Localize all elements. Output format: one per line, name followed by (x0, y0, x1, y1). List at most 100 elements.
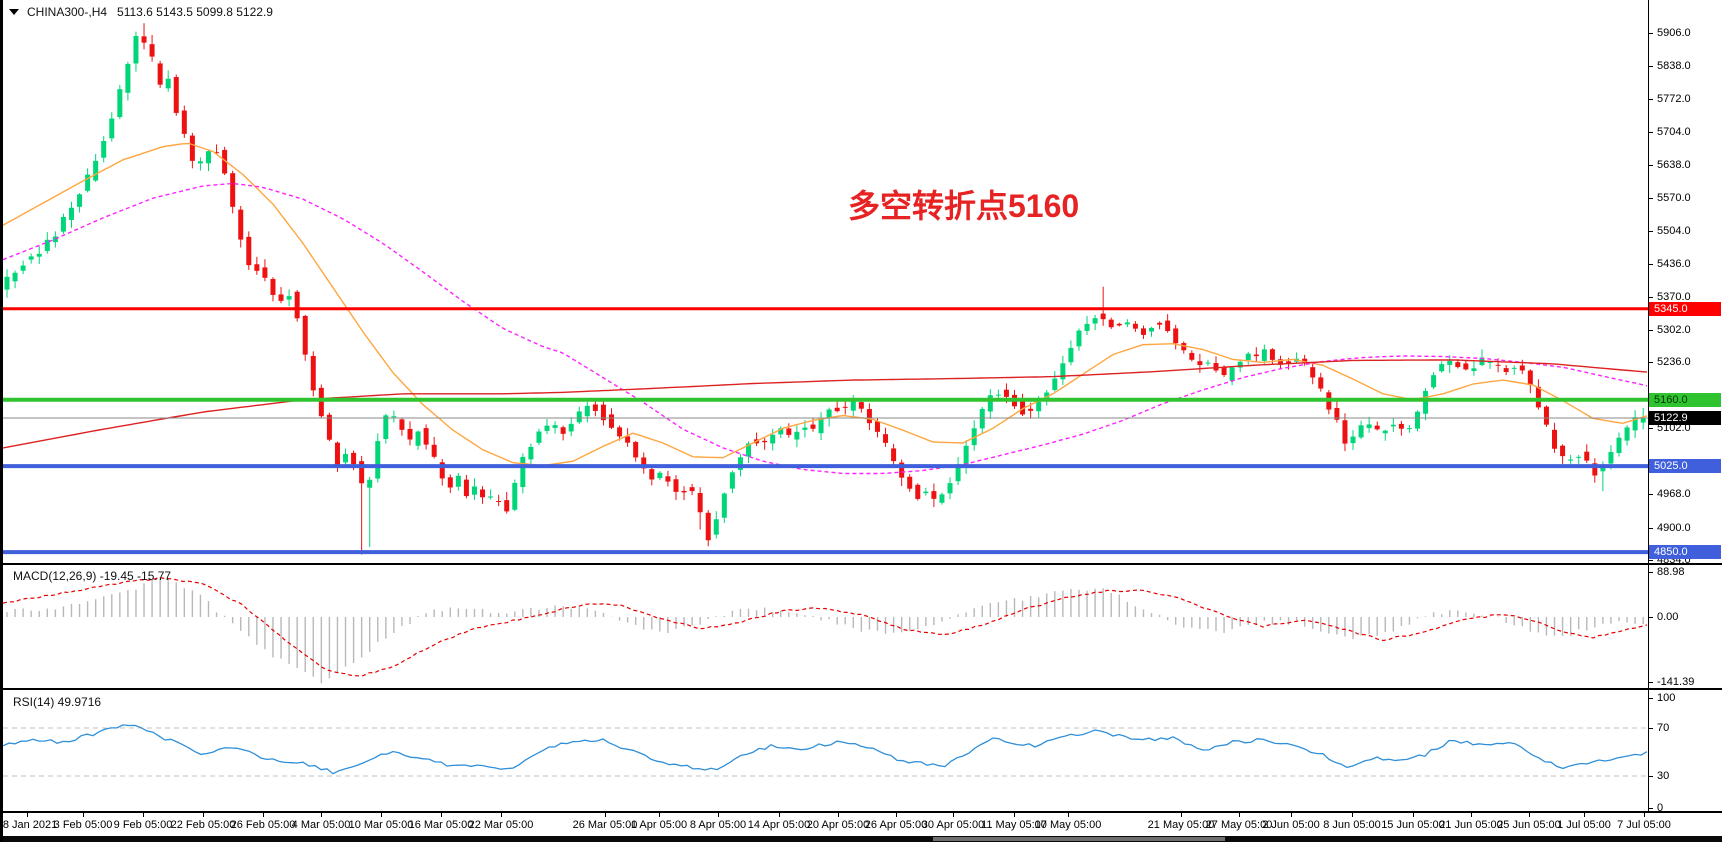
date-tick (1068, 812, 1069, 817)
rsi-panel-canvas[interactable] (3, 691, 1648, 811)
price-tick-label: 5236.0 (1657, 356, 1691, 369)
axis-tick (1648, 164, 1653, 166)
date-tick (143, 812, 144, 817)
macd-axis-label: 0.00 (1657, 611, 1679, 623)
axis-tick (1648, 329, 1653, 331)
date-tick-label: 10 Mar 05:00 (348, 819, 414, 831)
date-tick-label: 26 Mar 05:00 (572, 819, 638, 831)
date-tick-label: 2 Jun 05:00 (1262, 819, 1320, 831)
price-tick-label: 5436.0 (1657, 258, 1691, 271)
price-chart-canvas[interactable] (3, 0, 1648, 563)
price-tick-label: 5102.0 (1657, 422, 1691, 435)
date-tick-label: 4 Mar 05:00 (291, 819, 351, 831)
date-tick (659, 812, 660, 817)
date-tick (1413, 812, 1414, 817)
price-level-badge: 5345.0 (1649, 301, 1721, 316)
chevron-down-icon[interactable] (9, 9, 19, 15)
axis-tick (1648, 617, 1653, 618)
candles (4, 23, 1646, 555)
axis-tick (1648, 776, 1653, 777)
date-tick (501, 812, 502, 817)
date-tick-label: 1 Jul 05:00 (1557, 819, 1611, 831)
axis-tick (1648, 572, 1653, 573)
price-axis[interactable]: 5906.0 5838.0 5772.0 5704.0 5638.0 5570.0 5504… (1648, 0, 1722, 814)
date-tick-label: 11 May 05:00 (981, 819, 1047, 831)
panel-divider[interactable] (3, 688, 1722, 690)
price-axis-line (1648, 0, 1649, 812)
date-tick (953, 812, 954, 817)
date-tick (203, 812, 204, 817)
price-tick-label: 5302.0 (1657, 323, 1691, 336)
price-level-badge: 5160.0 (1649, 392, 1721, 407)
date-tick-label: 7 Jul 05:00 (1617, 819, 1671, 831)
ma-mid-magenta-line (3, 182, 1648, 475)
date-tick-label: 22 Mar 05:00 (468, 819, 534, 831)
date-tick-label: 30 Apr 05:00 (921, 819, 985, 831)
macd-signal-line (3, 576, 1648, 677)
date-tick-label: 17 May 05:00 (1034, 819, 1102, 831)
date-tick-label: 9 Feb 05:00 (113, 819, 173, 831)
date-tick (321, 812, 322, 817)
symbol-header: CHINA300-,H4 5113.6 5143.5 5099.8 5122.9 (9, 4, 273, 20)
rsi-axis-label: 100 (1657, 692, 1676, 704)
date-axis-line (3, 811, 1722, 813)
date-tick (605, 812, 606, 817)
price-tick-label: 4900.0 (1657, 521, 1691, 534)
price-tick-label: 4968.0 (1657, 488, 1691, 501)
axis-tick (1648, 428, 1653, 430)
date-tick (27, 812, 28, 817)
panel-divider[interactable] (3, 563, 1722, 565)
horizontal-scrollbar[interactable] (3, 836, 1722, 842)
axis-tick (1648, 808, 1653, 809)
macd-axis-label: 88.98 (1657, 566, 1685, 578)
scrollbar-thumb[interactable] (933, 837, 1225, 841)
price-tick-label: 5504.0 (1657, 224, 1691, 237)
axis-tick (1648, 198, 1653, 200)
axis-tick (1648, 494, 1653, 496)
date-tick-label: 21 May 05:00 (1147, 819, 1215, 831)
date-tick-label: 26 Feb 05:00 (230, 819, 296, 831)
axis-tick (1648, 560, 1653, 561)
axis-tick (1648, 230, 1653, 232)
date-tick-label: 8 Jun 05:00 (1323, 819, 1381, 831)
date-tick-label: 28 Jan 2021 (0, 819, 58, 831)
date-tick (441, 812, 442, 817)
date-tick-label: 16 Mar 05:00 (408, 819, 474, 831)
date-tick (896, 812, 897, 817)
price-level-badge: 5025.0 (1649, 459, 1721, 474)
date-tick (1181, 812, 1182, 817)
date-tick (263, 812, 264, 817)
date-tick-label: 14 Apr 05:00 (747, 819, 811, 831)
date-tick-label: 20 Apr 05:00 (806, 819, 870, 831)
date-tick (779, 812, 780, 817)
axis-tick (1648, 527, 1653, 529)
price-level-badge: 5122.9 (1649, 410, 1721, 425)
rsi-axis-label: 70 (1657, 722, 1670, 734)
price-tick-label: 5570.0 (1657, 192, 1691, 205)
date-tick-label: 21 Jun 05:00 (1439, 819, 1503, 831)
symbol-period-label: CHINA300-,H4 (27, 5, 108, 19)
date-tick-label: 8 Apr 05:00 (689, 819, 747, 831)
rsi-axis-label: 0 (1657, 802, 1664, 814)
date-tick (838, 812, 839, 817)
date-tick (1471, 812, 1472, 817)
axis-tick (1648, 132, 1653, 134)
chart-annotation-text: 多空转折点5160 (848, 188, 1080, 224)
date-tick-label: 25 Jun 05:00 (1497, 819, 1561, 831)
date-tick (1352, 812, 1353, 817)
axis-tick (1648, 362, 1653, 364)
rsi-indicator-label: RSI(14) 49.9716 (13, 695, 102, 709)
date-tick (718, 812, 719, 817)
price-tick-label: 5370.0 (1657, 290, 1691, 303)
axis-tick (1648, 296, 1653, 298)
date-tick (1239, 812, 1240, 817)
axis-tick (1648, 98, 1653, 100)
date-tick (1014, 812, 1015, 817)
axis-tick (1648, 728, 1653, 729)
price-tick-label: 5638.0 (1657, 158, 1691, 171)
date-axis[interactable]: 28 Jan 2021 3 Feb 05:00 9 Feb 05:00 22 Feb … (3, 812, 1722, 836)
axis-tick (1648, 698, 1653, 699)
macd-panel-canvas[interactable] (3, 566, 1648, 688)
rsi-axis-label: 30 (1657, 770, 1670, 782)
